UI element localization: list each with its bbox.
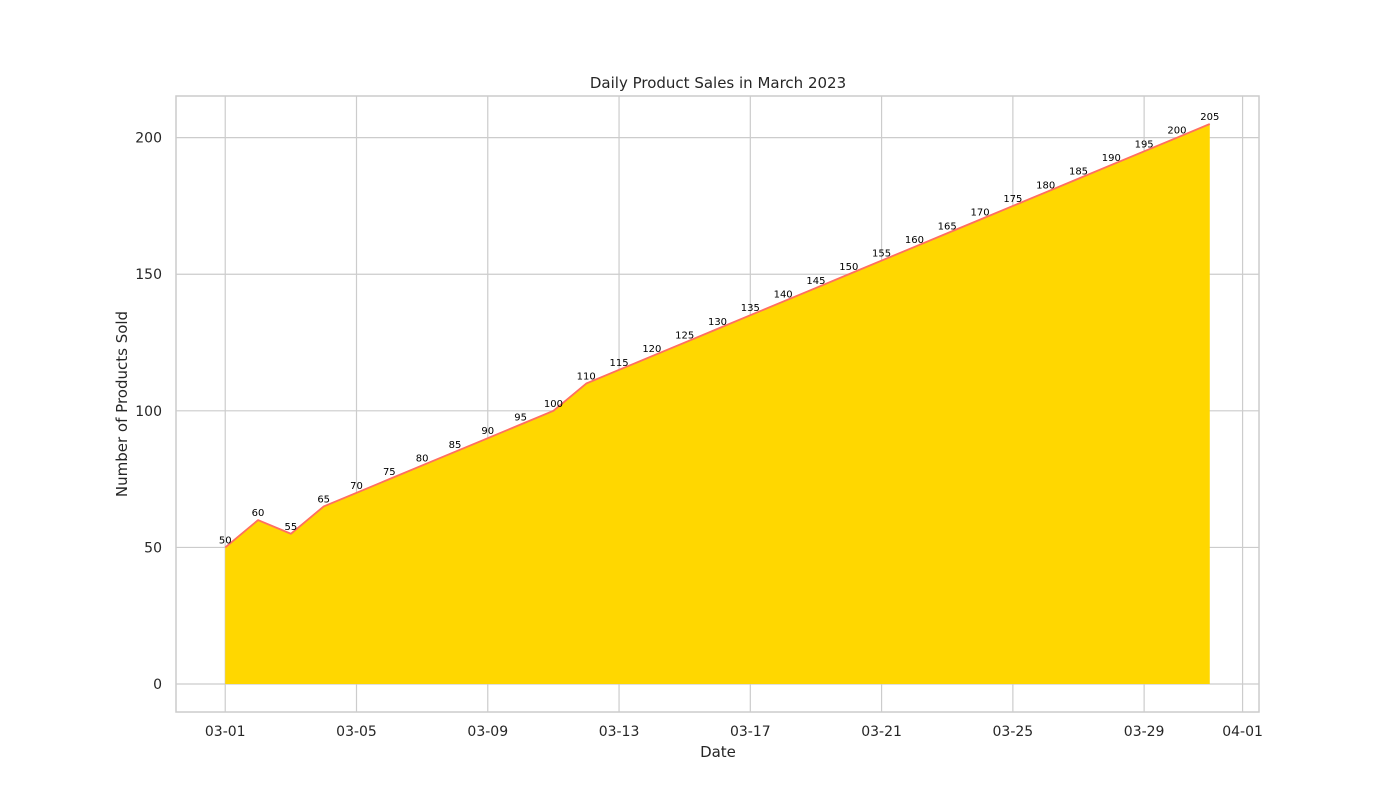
data-label: 185	[1069, 167, 1088, 178]
data-label: 85	[449, 440, 462, 451]
plot-frame	[175, 95, 1260, 713]
data-label: 195	[1135, 139, 1154, 150]
data-label: 165	[938, 221, 957, 232]
data-label: 50	[219, 535, 232, 546]
data-label: 120	[642, 344, 661, 355]
data-label: 175	[1003, 194, 1022, 205]
series-line	[224, 123, 1211, 549]
x-tick-label: 03-09	[467, 724, 508, 740]
x-tick-label: 03-17	[730, 724, 771, 740]
data-label: 155	[872, 249, 891, 260]
y-axis-ticks: 0 50 100 150 200	[135, 131, 162, 693]
y-tick-label: 150	[135, 267, 162, 283]
y-tick-label: 200	[135, 131, 162, 147]
x-axis-ticks: 03-01 03-05 03-09 03-13 03-17 03-21 03-25 03-29…	[205, 724, 1263, 740]
x-tick-label: 03-01	[205, 724, 246, 740]
data-label: 110	[577, 372, 596, 383]
data-label: 65	[317, 494, 330, 505]
x-axis-label: Date	[700, 743, 736, 761]
data-label: 60	[252, 508, 265, 519]
data-label: 180	[1036, 180, 1055, 191]
data-label: 150	[839, 262, 858, 273]
x-tick-label: 03-13	[599, 724, 640, 740]
data-label: 125	[675, 331, 694, 342]
data-label: 115	[609, 358, 628, 369]
data-label: 135	[741, 303, 760, 314]
area-fill	[225, 124, 1210, 684]
y-tick-label: 100	[135, 404, 162, 420]
chart-title: Daily Product Sales in March 2023	[590, 74, 846, 92]
data-label: 190	[1102, 153, 1121, 164]
data-labels: 50 60 55 65 70 75 80 85 90 95 100 110 115 120 125 130 13…	[219, 112, 1219, 546]
x-tick-label: 03-29	[1124, 724, 1165, 740]
data-label: 75	[383, 467, 396, 478]
data-label: 70	[350, 481, 363, 492]
data-label: 100	[544, 399, 563, 410]
x-tick-label: 04-01	[1222, 724, 1263, 740]
data-label: 95	[514, 412, 527, 423]
data-label: 140	[774, 290, 793, 301]
data-label: 55	[284, 522, 297, 533]
data-label: 145	[806, 276, 825, 287]
data-label: 170	[970, 208, 989, 219]
data-label: 130	[708, 317, 727, 328]
x-tick-label: 03-25	[993, 724, 1034, 740]
data-label: 205	[1200, 112, 1219, 123]
data-label: 90	[481, 426, 494, 437]
data-label: 200	[1167, 126, 1186, 137]
data-label: 160	[905, 235, 924, 246]
x-tick-label: 03-05	[336, 724, 377, 740]
data-label: 80	[416, 453, 429, 464]
y-tick-label: 0	[153, 677, 162, 693]
x-tick-label: 03-21	[861, 724, 902, 740]
data-area	[224, 123, 1211, 684]
y-axis-label: Number of Products Sold	[113, 311, 131, 497]
y-tick-label: 50	[144, 540, 162, 556]
